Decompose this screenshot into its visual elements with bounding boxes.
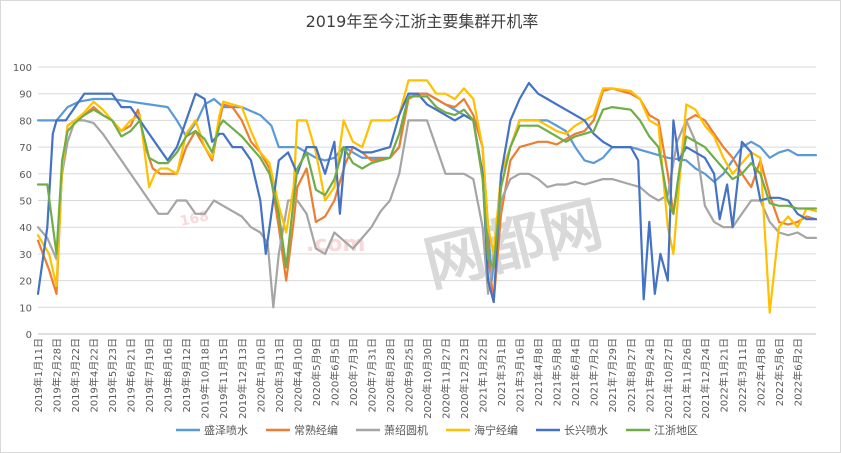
y-tick-label: 0 [26, 330, 32, 341]
x-tick-label: 2022年3月11日 [736, 338, 749, 413]
x-tick-label: 2021年10月27日 [662, 338, 675, 419]
legend-label: 常熟经编 [294, 423, 338, 437]
x-tick-label: 2020年9月25日 [402, 338, 415, 413]
y-tick-label: 100 [13, 63, 32, 74]
x-tick-label: 2021年5月8日 [551, 338, 564, 406]
x-tick-label: 2019年4月22日 [88, 338, 101, 413]
x-tick-label: 2020年5月9日 [310, 338, 323, 406]
y-tick-label: 40 [19, 223, 32, 234]
x-tick-label: 2020年11月27日 [440, 338, 453, 419]
x-tick-label: 2021年12月24日 [699, 338, 712, 419]
x-tick-label: 2021年11月26日 [680, 338, 693, 419]
x-tick-label: 2022年4月8日 [754, 338, 767, 406]
y-tick-label: 60 [19, 170, 32, 181]
x-tick-label: 2021年8月27日 [625, 338, 638, 413]
x-tick-label: 2020年1月10日 [254, 338, 267, 413]
y-axis: 0 10 20 30 40 50 60 70 80 90 100 [13, 63, 32, 341]
x-axis: 2019年1月11日 2019年2月28日 2019年3月22日 2019年4月22日… [32, 333, 816, 419]
x-tick-label: 2021年7月29日 [606, 338, 619, 413]
x-tick-label: 2021年1月22日 [477, 338, 490, 413]
x-tick-label: 2020年4月10日 [291, 338, 304, 413]
x-tick-label: 2019年6月21日 [125, 338, 138, 413]
x-tick-label: 2021年7月2日 [588, 338, 601, 406]
x-tick-label: 2019年5月23日 [106, 338, 119, 413]
x-tick-label: 2019年11月15日 [217, 338, 230, 419]
y-tick-label: 70 [19, 143, 32, 154]
watermark-cn: 网都网 [418, 189, 610, 300]
x-tick-label: 2020年7月31日 [365, 338, 378, 413]
legend-label: 江浙地区 [654, 424, 698, 437]
series-line-3 [36, 79, 818, 314]
x-tick-label: 2020年10月30日 [421, 338, 434, 419]
y-tick-label: 50 [19, 197, 32, 208]
y-tick-label: 80 [19, 116, 32, 127]
legend-label: 萧绍圆机 [384, 423, 428, 437]
x-tick-label: 2020年8月28日 [384, 338, 397, 413]
x-tick-label: 2019年2月28日 [51, 338, 64, 413]
y-tick-label: 30 [19, 250, 32, 261]
x-tick-label: 2021年3月1日 [495, 338, 508, 406]
x-tick-label: 2021年6月4日 [569, 338, 582, 406]
legend-label: 盛泽喷水 [204, 423, 248, 437]
x-tick-label: 2020年3月13日 [273, 338, 286, 413]
x-tick-label: 2020年12月23日 [458, 338, 471, 419]
legend-label: 海宁经编 [474, 423, 518, 437]
x-tick-label: 2022年5月6日 [773, 338, 786, 406]
chart-title: 2019年至今江浙主要集群开机率 [306, 12, 539, 31]
series-line-4 [36, 81, 818, 304]
x-tick-label: 2021年4月8日 [532, 338, 545, 406]
grid [38, 66, 816, 335]
x-tick-label: 2019年3月22日 [69, 338, 82, 413]
series-line-5 [36, 95, 818, 269]
x-tick-label: 2019年1月11日 [32, 338, 45, 413]
x-tick-label: 2020年7月3日 [347, 338, 360, 406]
watermark: 168 .com 网都网 [179, 189, 610, 300]
series-lines [36, 79, 818, 314]
legend: 盛泽喷水 常熟经编 萧绍圆机 海宁经编 长兴喷水 江浙地区 [176, 423, 698, 437]
x-tick-label: 2020年6月5日 [328, 338, 341, 406]
x-tick-label: 2019年7月19日 [143, 338, 156, 413]
y-tick-label: 20 [19, 277, 32, 288]
x-tick-label: 2022年1月21日 [717, 338, 730, 413]
x-tick-label: 2019年10月18日 [199, 338, 212, 419]
legend-label: 长兴喷水 [564, 424, 608, 437]
x-tick-label: 2021年9月24日 [643, 338, 656, 413]
y-tick-label: 10 [19, 303, 32, 314]
x-tick-label: 2022年6月2日 [791, 338, 804, 406]
x-tick-label: 2019年12月13日 [236, 338, 249, 419]
x-tick-label: 2019年9月12日 [180, 338, 193, 413]
x-tick-label: 2021年3月16日 [514, 338, 527, 413]
y-tick-label: 90 [19, 90, 32, 101]
series-line-2 [36, 119, 818, 309]
x-tick-label: 2019年8月16日 [162, 338, 175, 413]
